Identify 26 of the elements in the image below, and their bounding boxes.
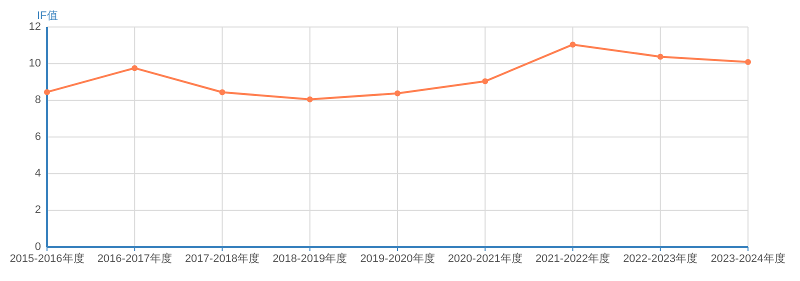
- point: [745, 59, 751, 66]
- x-tick-label: 2017-2018年度: [184, 252, 260, 265]
- point: [570, 42, 576, 48]
- y-tick-label: 6: [34, 130, 41, 143]
- x-tick-label: 2016-2017年度: [97, 252, 172, 265]
- x-tick-label: 2015-2016年度: [10, 252, 84, 265]
- x-tick-label: 2018-2019年度: [272, 252, 348, 265]
- x-tick-label: 2022-2023年度: [623, 252, 698, 265]
- x-tick-label: 2020-2021年度: [448, 252, 522, 265]
- y-tick-label: 0: [34, 240, 41, 253]
- point: [44, 89, 50, 96]
- point: [132, 65, 138, 72]
- point: [482, 78, 488, 84]
- point: [219, 89, 226, 96]
- y-axis-title: IF值: [37, 10, 58, 22]
- point: [306, 96, 313, 102]
- x-tick-label: 2021-2022年度: [535, 252, 610, 265]
- x-tick-label: 2023-2024年度: [710, 252, 786, 265]
- y-tick-label: 12: [28, 20, 41, 33]
- x-tick-label: 2019-2020年度: [360, 252, 435, 265]
- y-tick-label: 2: [34, 204, 41, 216]
- y-tick-label: 8: [34, 94, 41, 106]
- point: [394, 90, 400, 96]
- y-tick-label: 4: [34, 168, 41, 180]
- point: [657, 54, 664, 60]
- y-tick-label: 10: [28, 58, 41, 70]
